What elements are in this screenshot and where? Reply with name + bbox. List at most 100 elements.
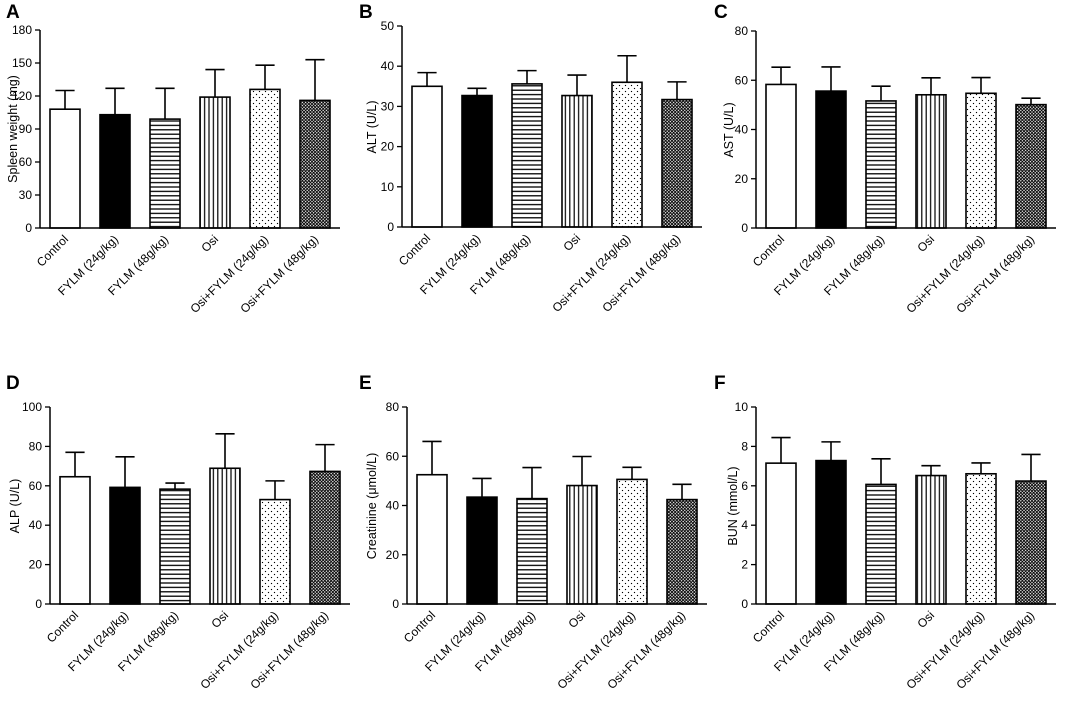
- y-tick-label: 60: [386, 449, 400, 463]
- y-tick-label: 10: [381, 180, 395, 194]
- y-tick-label: 80: [29, 439, 43, 453]
- y-tick-label: 40: [386, 499, 400, 513]
- bar: [1015, 103, 1047, 229]
- bar: [249, 88, 281, 229]
- panel-letter: C: [714, 2, 728, 23]
- panel-a: A Spleen weight (mg) 0 30 60 90 120 150 180 Con…: [6, 2, 340, 316]
- panel-letter: D: [6, 373, 20, 394]
- bar: [461, 94, 493, 228]
- panel-letter: E: [359, 373, 372, 394]
- y-tick-label: 0: [392, 597, 399, 611]
- y-tick-label: 40: [381, 59, 395, 73]
- panel-e: E Creatinine (μmol/L) 020406080ControlFY…: [359, 373, 707, 692]
- y-tick-label: 30: [19, 188, 33, 202]
- bar: [765, 462, 797, 605]
- bar: [149, 118, 181, 229]
- y-tick-label: 0: [741, 597, 748, 611]
- y-axis-label: Spleen weight (mg): [6, 75, 20, 183]
- y-tick-label: 60: [735, 73, 749, 87]
- panel-letter: F: [714, 373, 726, 394]
- y-tick-label: 0: [35, 597, 42, 611]
- bar: [299, 99, 331, 229]
- y-tick-label: 80: [386, 400, 400, 414]
- bar: [466, 496, 498, 605]
- panel-letter: B: [359, 2, 373, 23]
- y-tick-label: 80: [735, 24, 749, 38]
- y-tick-label: 100: [22, 400, 42, 414]
- y-tick-label: 0: [25, 221, 32, 235]
- x-tick-label: Control: [396, 231, 433, 268]
- x-tick-label: Control: [750, 608, 787, 645]
- x-tick-label: Osi: [914, 608, 937, 631]
- bar: [59, 475, 91, 605]
- bar: [1015, 480, 1047, 605]
- bar: [511, 83, 543, 228]
- bar: [566, 484, 598, 605]
- y-tick-label: 50: [381, 19, 395, 33]
- y-axis-label: ALT (U/L): [365, 100, 379, 153]
- y-tick-label: 20: [735, 172, 749, 186]
- bar: [815, 459, 847, 605]
- bar: [99, 113, 131, 229]
- y-tick-label: 6: [741, 479, 748, 493]
- x-tick-label: Osi: [914, 232, 937, 255]
- bar: [865, 100, 897, 229]
- bar: [411, 85, 443, 228]
- x-tick-label: Osi: [198, 232, 221, 255]
- y-tick-label: 90: [19, 122, 33, 136]
- bar: [865, 483, 897, 605]
- bar: [661, 98, 693, 228]
- bar: [611, 81, 643, 228]
- bar: [965, 472, 997, 605]
- x-tick-label: Control: [44, 608, 81, 645]
- y-tick-label: 4: [741, 518, 748, 532]
- bar: [209, 467, 241, 605]
- panel-letter: A: [6, 2, 20, 23]
- bar: [965, 92, 997, 229]
- x-tick-label: Control: [401, 608, 438, 645]
- bar: [259, 498, 291, 605]
- bar: [516, 497, 548, 605]
- bar: [616, 478, 648, 605]
- y-tick-label: 40: [735, 123, 749, 137]
- bar: [915, 474, 947, 605]
- y-tick-label: 120: [12, 89, 32, 103]
- x-tick-label: Osi: [560, 231, 583, 254]
- bar: [416, 473, 448, 605]
- y-axis-label: Creatinine (μmol/L): [365, 453, 379, 560]
- bar: [49, 108, 81, 229]
- bar: [309, 470, 341, 605]
- x-tick-label: Osi: [208, 608, 231, 631]
- y-tick-label: 20: [29, 558, 43, 572]
- x-tick-label: Osi: [565, 608, 588, 631]
- y-tick-label: 0: [741, 221, 748, 235]
- y-tick-label: 8: [741, 439, 748, 453]
- y-tick-label: 20: [386, 548, 400, 562]
- bar: [561, 94, 593, 228]
- y-axis-label: BUN (mmol/L): [726, 466, 740, 545]
- bar: [159, 488, 191, 605]
- bar: [199, 96, 231, 229]
- x-tick-label: Control: [34, 232, 71, 269]
- y-axis-label: AST (U/L): [722, 102, 736, 157]
- y-tick-label: 150: [12, 56, 32, 70]
- y-tick-label: 0: [387, 220, 394, 234]
- y-tick-label: 40: [29, 518, 43, 532]
- bar: [666, 498, 698, 605]
- bar: [765, 83, 797, 229]
- x-tick-label: Control: [750, 232, 787, 269]
- y-tick-label: 2: [741, 558, 748, 572]
- y-tick-label: 20: [381, 140, 395, 154]
- y-axis-label: ALP (U/L): [8, 479, 22, 534]
- y-tick-label: 10: [735, 400, 749, 414]
- bar: [815, 90, 847, 229]
- y-tick-label: 30: [381, 99, 395, 113]
- y-tick-label: 180: [12, 23, 32, 37]
- bar: [109, 486, 141, 605]
- y-tick-label: 60: [19, 155, 33, 169]
